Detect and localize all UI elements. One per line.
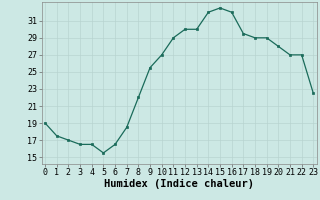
X-axis label: Humidex (Indice chaleur): Humidex (Indice chaleur) [104, 179, 254, 189]
